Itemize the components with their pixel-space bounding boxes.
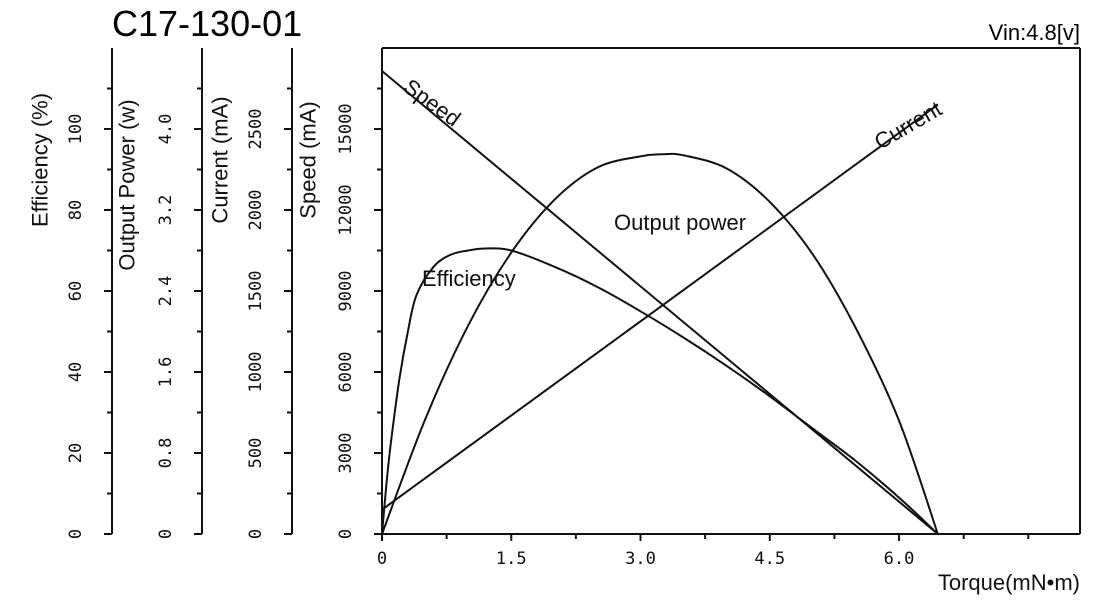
output_power-tick-label: 0.8	[156, 438, 176, 469]
speed-curve-label: Speed	[399, 74, 465, 132]
output_power-tick-label: 2.4	[156, 276, 176, 307]
efficiency-tick-label: 100	[66, 114, 86, 145]
x-tick-label: 3.0	[625, 549, 656, 569]
output_power-curve	[381, 152, 939, 535]
x-tick-label: 0	[377, 549, 387, 569]
current-tick-label: 1500	[246, 271, 266, 312]
efficiency-curve-label: Efficiency	[422, 266, 516, 291]
chart-title: C17-130-01	[112, 3, 302, 44]
efficiency-curve	[381, 247, 939, 535]
speed-tick-label: 15000	[336, 103, 356, 154]
x-tick-label: 6.0	[884, 549, 915, 569]
current-tick-label: 2000	[246, 190, 266, 231]
current-tick-label: 1000	[246, 352, 266, 393]
speed-curve	[381, 70, 939, 535]
efficiency-axis-title: Efficiency (%)	[28, 93, 53, 227]
current-tick-label: 0	[246, 529, 266, 539]
current-curve	[381, 103, 939, 511]
output_power-curve-label: Output power	[614, 210, 746, 235]
speed-tick-label: 3000	[336, 433, 356, 474]
x-tick-label: 4.5	[754, 549, 785, 569]
current-tick-label: 500	[246, 438, 266, 469]
current-tick-label: 2500	[246, 109, 266, 150]
efficiency-tick-label: 60	[66, 281, 86, 301]
speed-tick-label: 9000	[336, 271, 356, 312]
efficiency-tick-label: 20	[66, 443, 86, 463]
output_power-tick-label: 4.0	[156, 114, 176, 145]
output_power-tick-label: 0	[156, 529, 176, 539]
x-axis-title: Torque(mN•m)	[938, 570, 1080, 595]
speed-tick-label: 6000	[336, 352, 356, 393]
speed-tick-label: 0	[336, 529, 356, 539]
output_power-axis-title: Output Power (w)	[115, 99, 140, 270]
voltage-condition: Vin:4.8[v]	[989, 20, 1080, 45]
current-curve-label: Current	[870, 96, 946, 154]
current-axis-title: Current (mA)	[208, 96, 233, 223]
efficiency-tick-label: 80	[66, 200, 86, 220]
efficiency-tick-label: 0	[66, 529, 86, 539]
efficiency-tick-label: 40	[66, 362, 86, 382]
output_power-tick-label: 1.6	[156, 357, 176, 388]
x-tick-label: 1.5	[496, 549, 527, 569]
speed-tick-label: 12000	[336, 184, 356, 235]
output_power-tick-label: 3.2	[156, 195, 176, 226]
speed-axis-title: Speed (mA)	[296, 101, 321, 218]
